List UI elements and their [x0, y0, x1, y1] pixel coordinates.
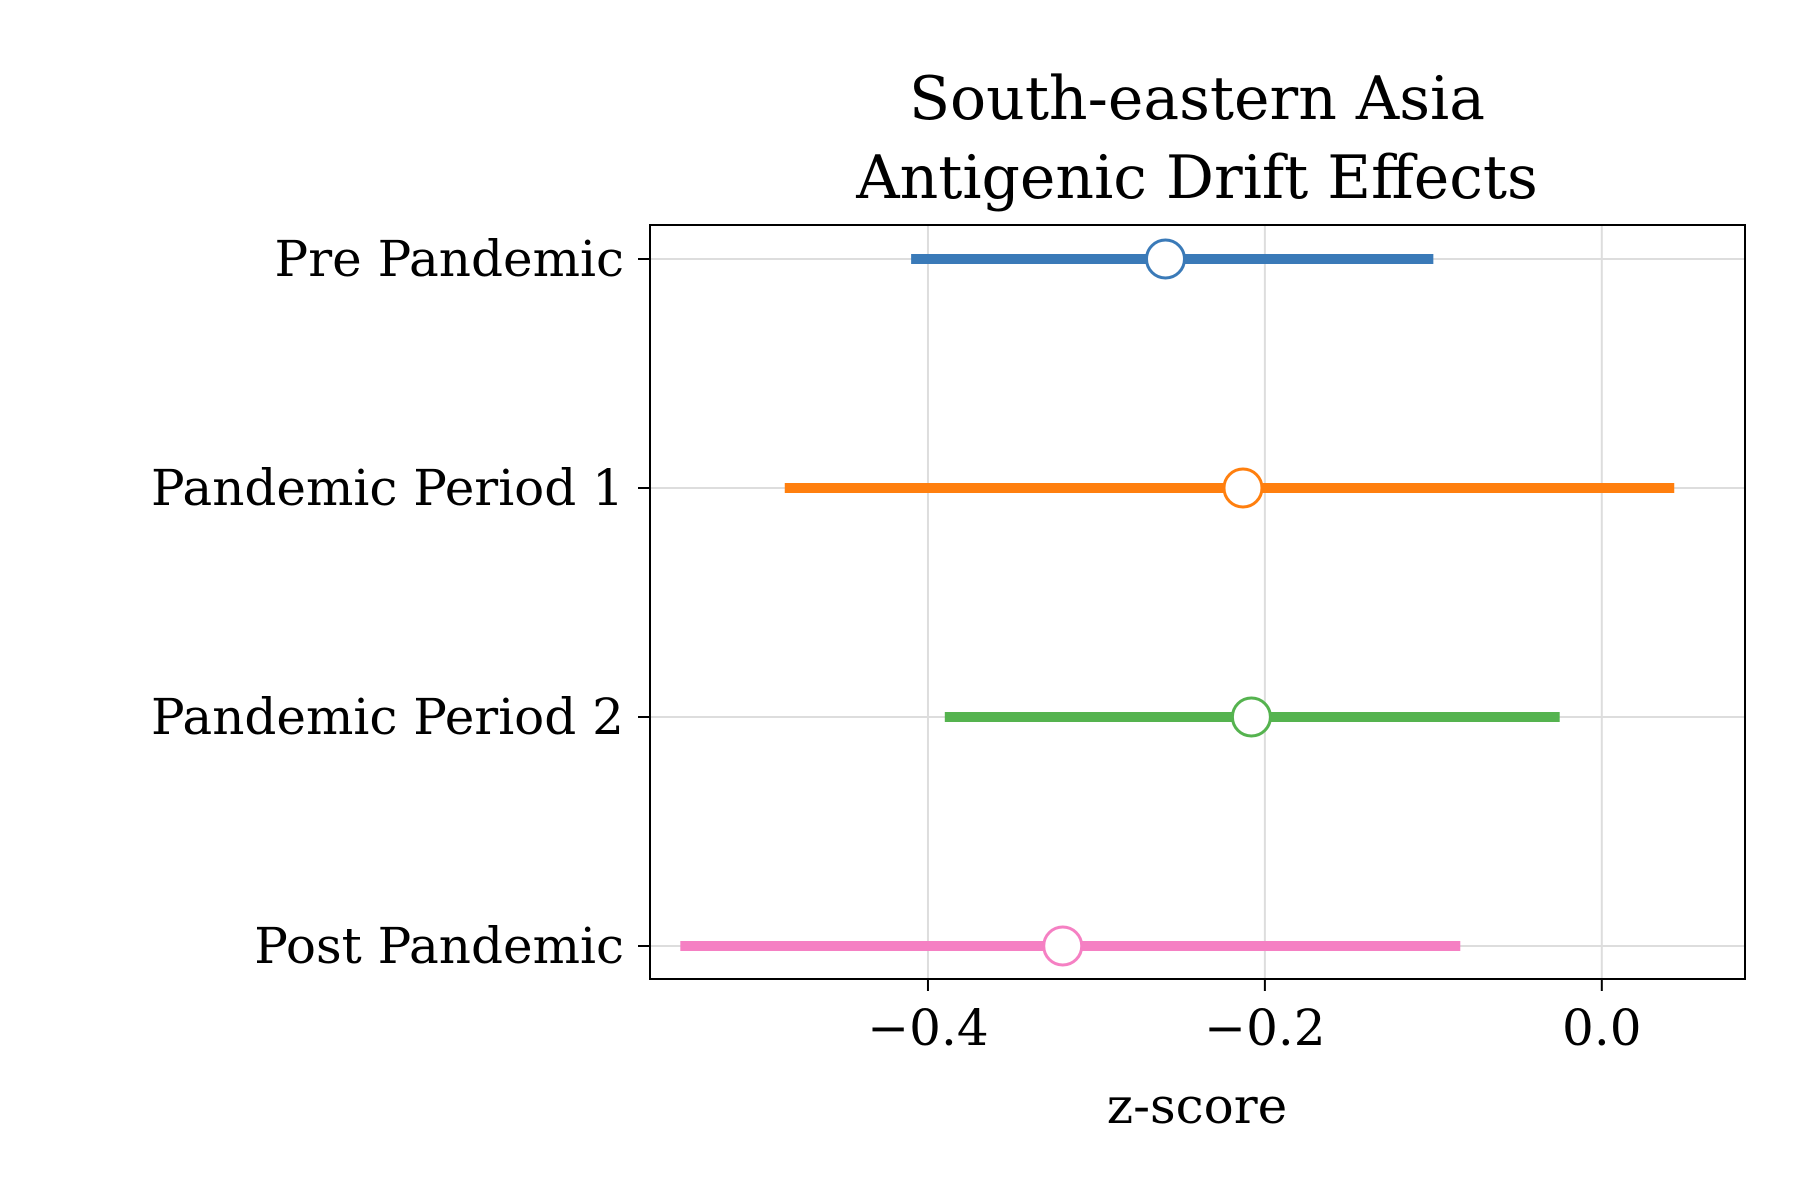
y-tick-label: Pandemic Period 1: [151, 459, 624, 517]
estimate-marker: [1042, 925, 1084, 967]
chart-title: South-eastern Asia Antigenic Drift Effec…: [855, 64, 1538, 213]
title-line-1: South-eastern Asia: [909, 64, 1485, 134]
estimate-marker: [1230, 696, 1272, 738]
title-line-2: Antigenic Drift Effects: [855, 143, 1538, 213]
y-tick-label: Pre Pandemic: [275, 230, 624, 288]
x-axis: −0.4 −0.2 0.0: [867, 979, 1642, 1057]
confidence-intervals: [680, 238, 1675, 967]
estimate-marker: [1144, 238, 1186, 280]
x-tick-label: −0.4: [867, 999, 988, 1057]
y-axis: Pre Pandemic Pandemic Period 1 Pandemic Pe…: [151, 230, 650, 975]
x-tick-label: 0.0: [1562, 999, 1642, 1057]
y-tick-label: Post Pandemic: [254, 917, 624, 975]
y-tick-label: Pandemic Period 2: [151, 688, 624, 746]
grid: [650, 225, 1745, 979]
plot-frame: [649, 224, 1746, 980]
x-tick-label: −0.2: [1204, 999, 1325, 1057]
estimate-marker: [1222, 467, 1264, 509]
x-axis-label: z-score: [1107, 1077, 1288, 1135]
